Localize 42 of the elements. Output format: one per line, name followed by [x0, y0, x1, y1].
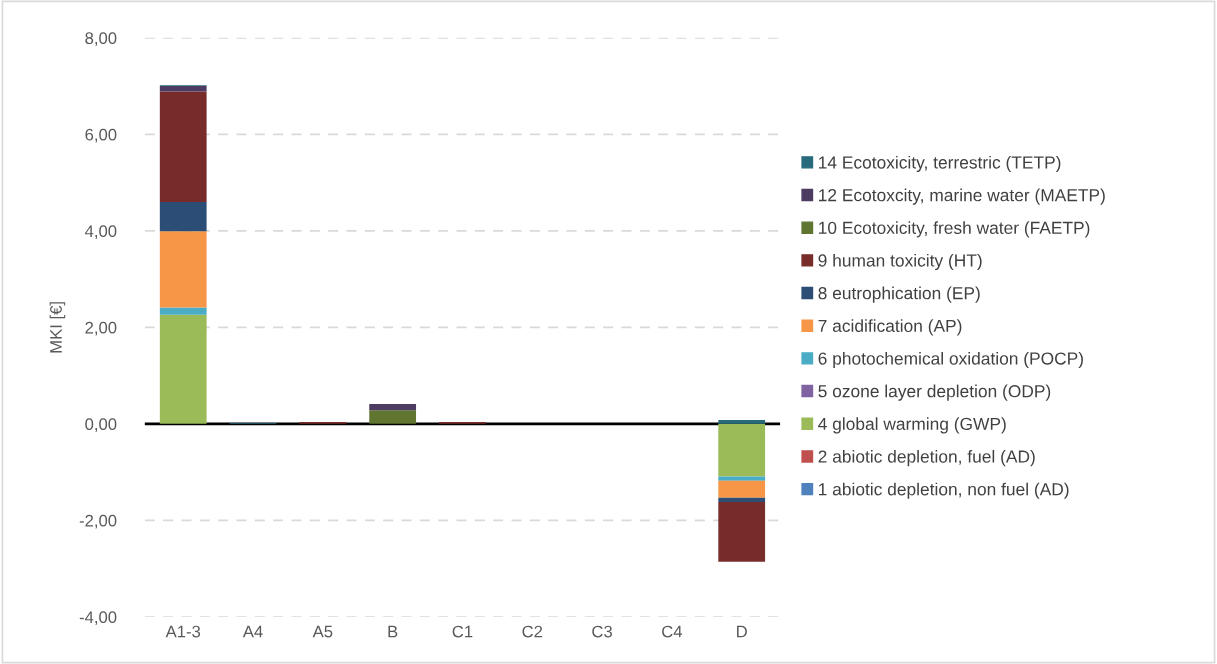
bar — [718, 502, 766, 562]
x-tick-label: C2 — [522, 625, 543, 638]
x-tick-label: C4 — [662, 625, 683, 638]
x-tick-label: B — [388, 625, 398, 638]
bar — [159, 231, 207, 308]
legend-label: 5 ozone layer depletion (ODP) — [818, 384, 1051, 401]
bar — [718, 423, 766, 477]
legend-label: 7 acidification (AP) — [818, 319, 962, 336]
y-tick-label: 8,00 — [85, 32, 117, 47]
x-tick-label: A1-3 — [165, 625, 201, 638]
y-tick-label: -2,00 — [79, 514, 117, 529]
bar — [718, 476, 766, 481]
y-tick-label: -4,00 — [79, 611, 117, 626]
legend-label: 4 global warming (GWP) — [818, 417, 1006, 434]
bar — [159, 91, 207, 202]
y-tick-label: 2,00 — [85, 321, 117, 336]
bar — [159, 201, 207, 232]
legend-label: 8 eutrophication (EP) — [818, 286, 980, 303]
y-axis-title: MKI [€] — [49, 302, 66, 353]
y-tick-label: 0,00 — [85, 418, 117, 433]
bar — [369, 410, 417, 424]
legend-label: 9 human toxicity (HT) — [818, 253, 982, 271]
y-tick-label: 4,00 — [84, 225, 117, 240]
bar — [159, 307, 207, 315]
bar — [718, 497, 766, 503]
y-tick-label: 6,00 — [85, 128, 117, 143]
legend-label: 14 Ecotoxicity, terrestric (TETP) — [819, 155, 1061, 173]
bar — [159, 86, 207, 92]
x-tick-label: A4 — [242, 625, 263, 638]
legend-label: 1 abiotic depletion, non fuel (AD) — [819, 482, 1069, 499]
bar — [369, 404, 417, 411]
legend-label: 12 Ecotoxcity, marine water (MAETP) — [819, 188, 1105, 205]
bar — [718, 419, 766, 424]
legend-label: 6 photochemical oxidation (POCP) — [818, 351, 1083, 369]
x-tick-label: D — [737, 625, 747, 638]
x-tick-label: A5 — [312, 625, 333, 638]
bar — [718, 480, 766, 498]
legend-label: 10 Ecotoxicity, fresh water (FAETP) — [819, 221, 1090, 238]
legend-label: 2 abiotic depletion, fuel (AD) — [818, 449, 1035, 467]
bar — [159, 314, 207, 424]
x-tick-label: C3 — [592, 625, 612, 638]
x-tick-label: C1 — [452, 625, 473, 638]
